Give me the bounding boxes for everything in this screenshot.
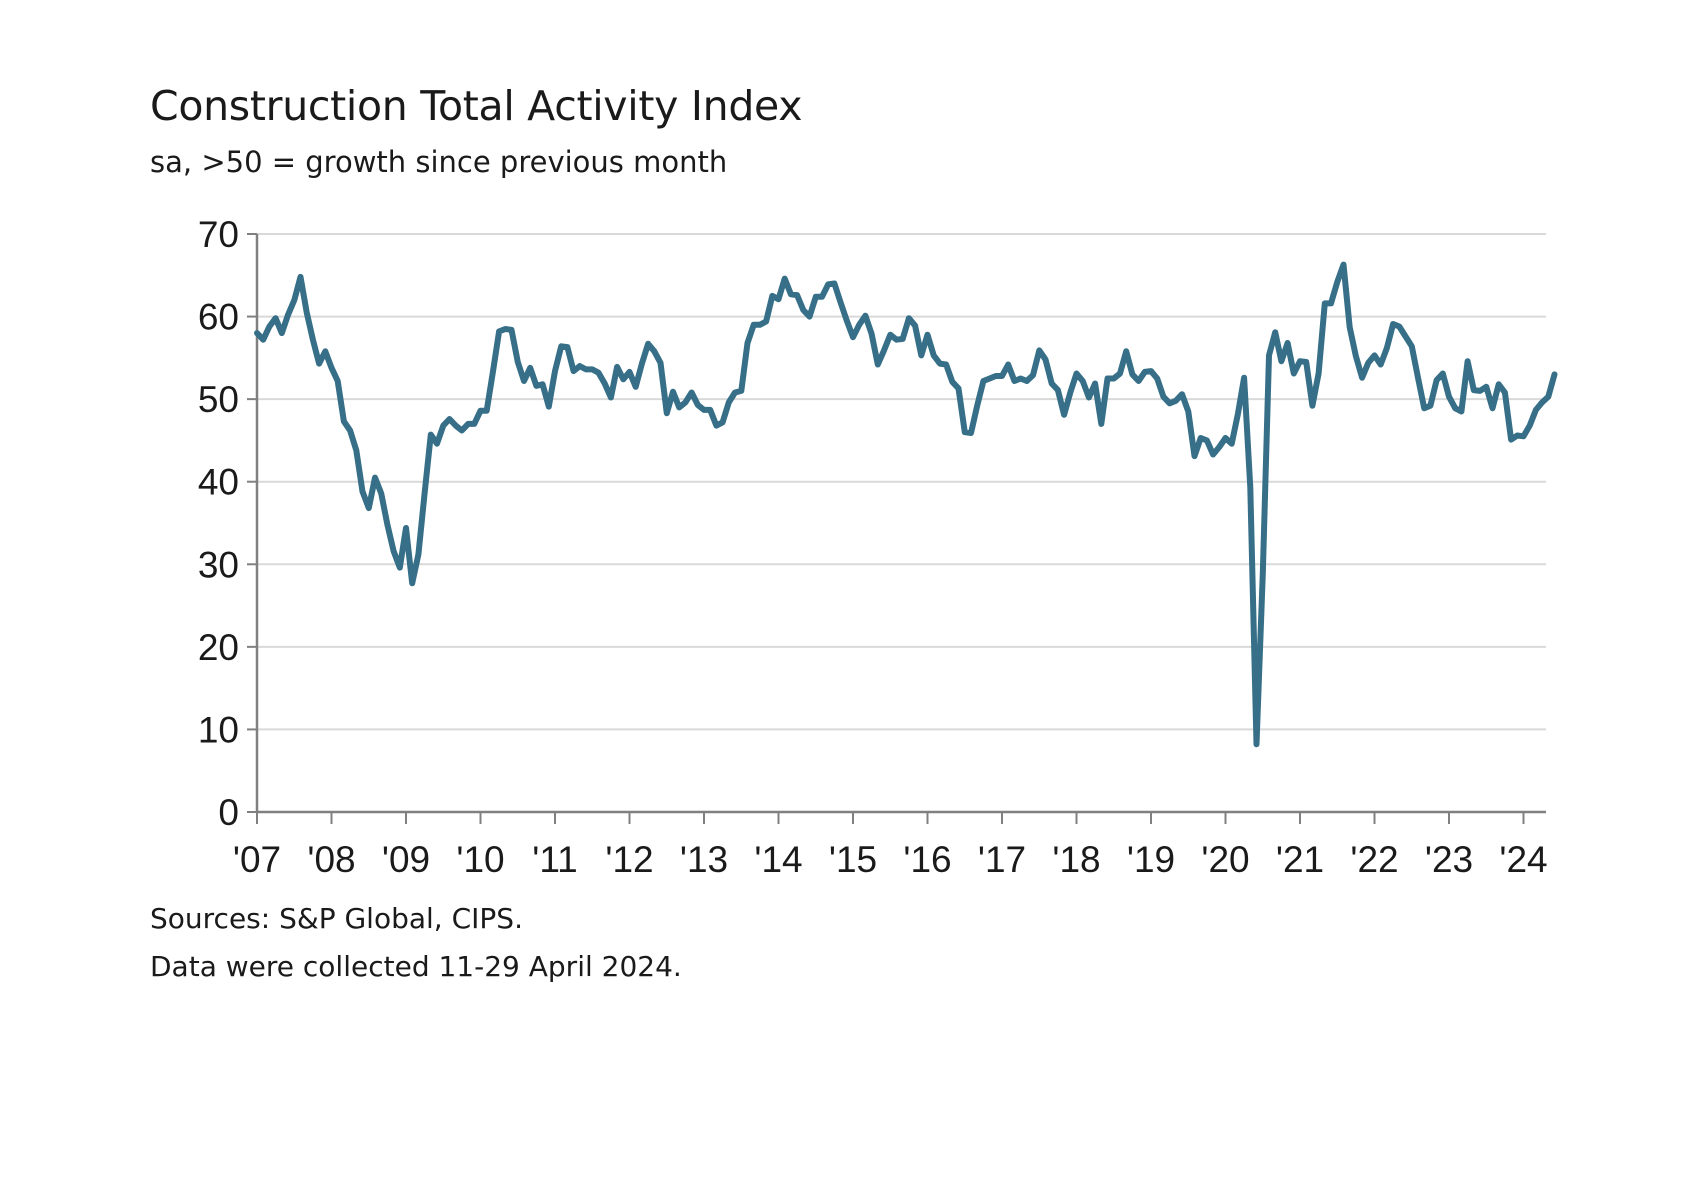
x-axis-ticks: '07 '08 '09 '10 '11 '12 '13 '14 '15 '16 '17 '18 '19 '… — [233, 812, 1548, 880]
x-tick-label: '16 — [903, 839, 951, 880]
y-tick-label: 50 — [198, 379, 239, 420]
chart-subtitle: sa, >50 = growth since previous month — [150, 145, 728, 179]
x-tick-label: '07 — [233, 839, 281, 880]
x-tick-label: '13 — [680, 839, 728, 880]
x-tick-label: '22 — [1350, 839, 1398, 880]
x-tick-label: '11 — [532, 839, 577, 880]
x-tick-label: '08 — [307, 839, 355, 880]
x-tick-label: '24 — [1499, 839, 1547, 880]
collection-note: Data were collected 11-29 April 2024. — [150, 950, 682, 983]
x-tick-label: '21 — [1276, 839, 1324, 880]
y-tick-label: 20 — [198, 627, 239, 668]
series-line-0 — [254, 261, 1558, 748]
x-tick-label: '15 — [829, 839, 877, 880]
gridlines — [257, 233, 1546, 731]
x-tick-label: '18 — [1052, 839, 1100, 880]
x-tick-label: '12 — [605, 839, 653, 880]
series-group — [254, 261, 1558, 748]
x-tick-label: '23 — [1425, 839, 1473, 880]
source-note: Sources: S&P Global, CIPS. — [150, 902, 523, 935]
y-tick-label: 0 — [218, 792, 239, 833]
x-tick-label: '17 — [978, 839, 1026, 880]
x-tick-label: '10 — [456, 839, 504, 880]
y-tick-label: 70 — [198, 214, 239, 255]
x-tick-label: '09 — [382, 839, 430, 880]
y-tick-label: 40 — [198, 462, 239, 503]
x-tick-label: '20 — [1201, 839, 1249, 880]
y-tick-label: 30 — [198, 544, 239, 585]
x-tick-label: '19 — [1127, 839, 1175, 880]
y-tick-label: 60 — [198, 297, 239, 338]
chart-title: Construction Total Activity Index — [150, 82, 803, 130]
x-tick-label: '14 — [754, 839, 802, 880]
y-tick-label: 10 — [198, 709, 239, 750]
axes — [255, 234, 1546, 814]
y-axis-ticks: 0 10 20 30 40 50 60 70 — [198, 214, 257, 833]
